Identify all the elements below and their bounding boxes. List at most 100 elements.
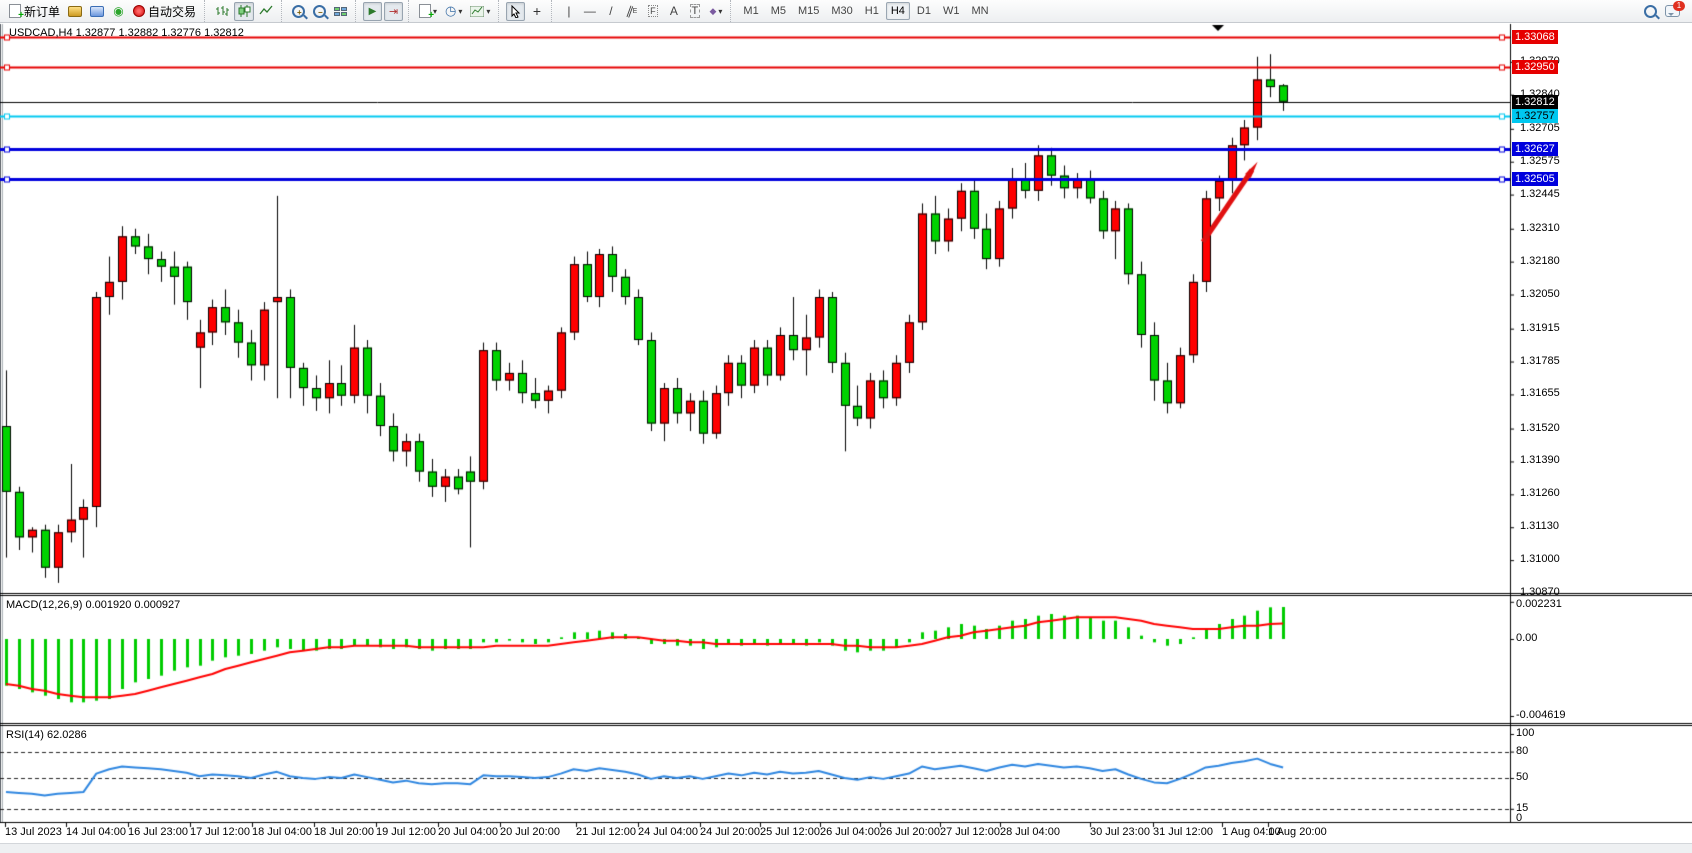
text-button[interactable]: A — [664, 2, 683, 21]
line-chart-button[interactable] — [256, 2, 276, 21]
cursor-group: + — [498, 0, 547, 22]
fibonacci-icon: F — [648, 5, 658, 17]
time-tick-label: 27 Jul 12:00 — [940, 826, 1000, 838]
chart-shift-icon: ⇥ — [388, 5, 399, 18]
time-tick-label: 19 Jul 12:00 — [376, 826, 436, 838]
timeframe-group: M1 M5 M15 M30 H1 H4 D1 W1 MN — [730, 0, 994, 22]
window-bottom-strip — [0, 843, 1692, 853]
rsi-axis-label: 100 — [1516, 727, 1535, 739]
macd-axis-label: 0.002231 — [1516, 598, 1562, 610]
price-line-badge: 1.32950 — [1512, 60, 1558, 74]
notifications-button[interactable]: 1 — [1662, 1, 1685, 21]
time-tick-label: 14 Jul 04:00 — [66, 826, 126, 838]
auto-scroll-icon: ▶ — [368, 5, 377, 17]
rsi-axis-label: 15 — [1516, 801, 1529, 814]
price-line-badge: 1.32505 — [1512, 172, 1558, 186]
time-tick-label: 24 Jul 20:00 — [700, 826, 760, 838]
search-button[interactable] — [1641, 2, 1660, 21]
rsi-axis-label: 50 — [1516, 771, 1529, 783]
time-tick-label: 24 Jul 04:00 — [638, 826, 698, 838]
tf-button-MN[interactable]: MN — [971, 5, 989, 17]
cursor-button[interactable] — [506, 1, 526, 21]
horizontal-line-icon: — — [583, 4, 596, 18]
price-tick-label: 1.31130 — [1520, 520, 1559, 533]
price-tick-label: 1.31785 — [1520, 354, 1560, 367]
rsi-axis-label: 0 — [1516, 812, 1523, 824]
price-tick-label: 1.31390 — [1520, 454, 1560, 467]
main-chart-pane[interactable] — [0, 24, 1510, 593]
crosshair-button[interactable]: + — [527, 2, 546, 21]
candlestick-chart-icon — [238, 5, 251, 17]
vertical-line-button[interactable]: | — [559, 2, 578, 21]
bar-chart-button[interactable] — [212, 2, 232, 21]
macd-indicator-label: MACD(12,26,9) 0.001920 0.000927 — [6, 599, 181, 611]
templates-button[interactable]: ▾ — [467, 2, 493, 21]
price-tick-label: 1.31520 — [1520, 421, 1560, 434]
tf-button-H1[interactable]: H1 — [864, 5, 879, 17]
zoom-out-icon: − — [313, 4, 327, 18]
autotrade-icon — [133, 5, 146, 17]
trendline-button[interactable]: / — [601, 2, 620, 21]
auto-scroll-button[interactable]: ▶ — [363, 1, 383, 21]
tile-windows-button[interactable] — [331, 2, 350, 21]
price-tick-label: 1.32445 — [1520, 187, 1560, 200]
time-tick-label: 28 Jul 04:00 — [1000, 826, 1060, 838]
tile-windows-icon — [334, 6, 348, 16]
rsi-pane[interactable] — [0, 726, 1510, 822]
price-tick-label: 1.30870 — [1520, 586, 1560, 598]
zoom-out-button[interactable]: − — [310, 2, 329, 21]
price-tick-label: 1.31000 — [1520, 553, 1560, 566]
tf-button-M5[interactable]: M5 — [770, 5, 786, 17]
indicators-button[interactable]: + ▾ — [416, 2, 440, 21]
new-order-button[interactable]: + 新订单 — [6, 2, 63, 21]
price-tick-label: 1.32705 — [1520, 121, 1560, 134]
template-icon — [470, 5, 485, 17]
price-line-badge: 1.32757 — [1512, 109, 1558, 123]
macd-axis-label: -0.004619 — [1516, 708, 1566, 721]
chevron-down-icon: ▾ — [458, 6, 463, 16]
macd-pane[interactable] — [0, 596, 1510, 723]
signals-button[interactable]: ◉ — [109, 2, 128, 21]
text-label-button[interactable]: T — [685, 2, 704, 21]
price-tick-label: 1.31915 — [1520, 321, 1560, 334]
chart-title: USDCAD,H4 1.32877 1.32882 1.32776 1.3281… — [9, 27, 244, 39]
tf-button-H4[interactable]: H4 — [885, 2, 910, 20]
trendline-icon: / — [609, 4, 613, 18]
new-order-icon: + — [9, 4, 24, 21]
cursor-icon — [511, 4, 521, 18]
gold-box-icon — [68, 5, 83, 17]
autotrade-label: 自动交易 — [148, 4, 197, 19]
objects-group: | — / ∥ E F A T ◆ ▾ — [551, 0, 726, 22]
tf-button-D1[interactable]: D1 — [916, 5, 931, 17]
candlestick-chart-button[interactable] — [234, 1, 255, 21]
insert-group: + ▾ ◷ ▾ ▾ — [408, 0, 494, 22]
chevron-down-icon: ▾ — [433, 6, 438, 16]
periods-button[interactable]: ◷ ▾ — [442, 2, 465, 21]
chart-shift-button[interactable]: ⇥ — [384, 1, 404, 21]
horizontal-line-button[interactable]: — — [580, 2, 599, 21]
fibonacci-button[interactable]: F — [643, 2, 662, 21]
text-label-icon: T — [689, 4, 701, 18]
channel-button[interactable]: ∥ E — [624, 3, 638, 19]
market-depth-button[interactable] — [65, 2, 85, 21]
zoom-group: + − — [281, 0, 351, 22]
time-tick-label: 13 Jul 2023 — [5, 826, 62, 838]
rsi-axis-label: 80 — [1516, 744, 1529, 757]
arrows-button[interactable]: ◆ ▾ — [706, 2, 725, 21]
terminal-button[interactable] — [87, 2, 107, 21]
tf-button-M1[interactable]: M1 — [743, 5, 759, 17]
tf-button-M15[interactable]: M15 — [797, 5, 820, 17]
zoom-in-icon: + — [292, 4, 306, 18]
price-tick-label: 1.32050 — [1520, 287, 1560, 300]
clock-icon: ◷ — [445, 3, 457, 18]
price-tick-label: 1.32180 — [1520, 254, 1560, 267]
price-line-badge: 1.33068 — [1512, 30, 1558, 44]
tf-button-M30[interactable]: M30 — [831, 5, 853, 17]
time-tick-label: 25 Jul 12:00 — [760, 826, 820, 838]
terminal-icon — [90, 5, 105, 17]
autotrade-button[interactable]: 自动交易 — [130, 2, 199, 21]
zoom-in-button[interactable]: + — [289, 2, 308, 21]
tf-button-W1[interactable]: W1 — [942, 5, 960, 17]
time-tick-label: 1 Aug 04:00 — [1222, 826, 1281, 838]
